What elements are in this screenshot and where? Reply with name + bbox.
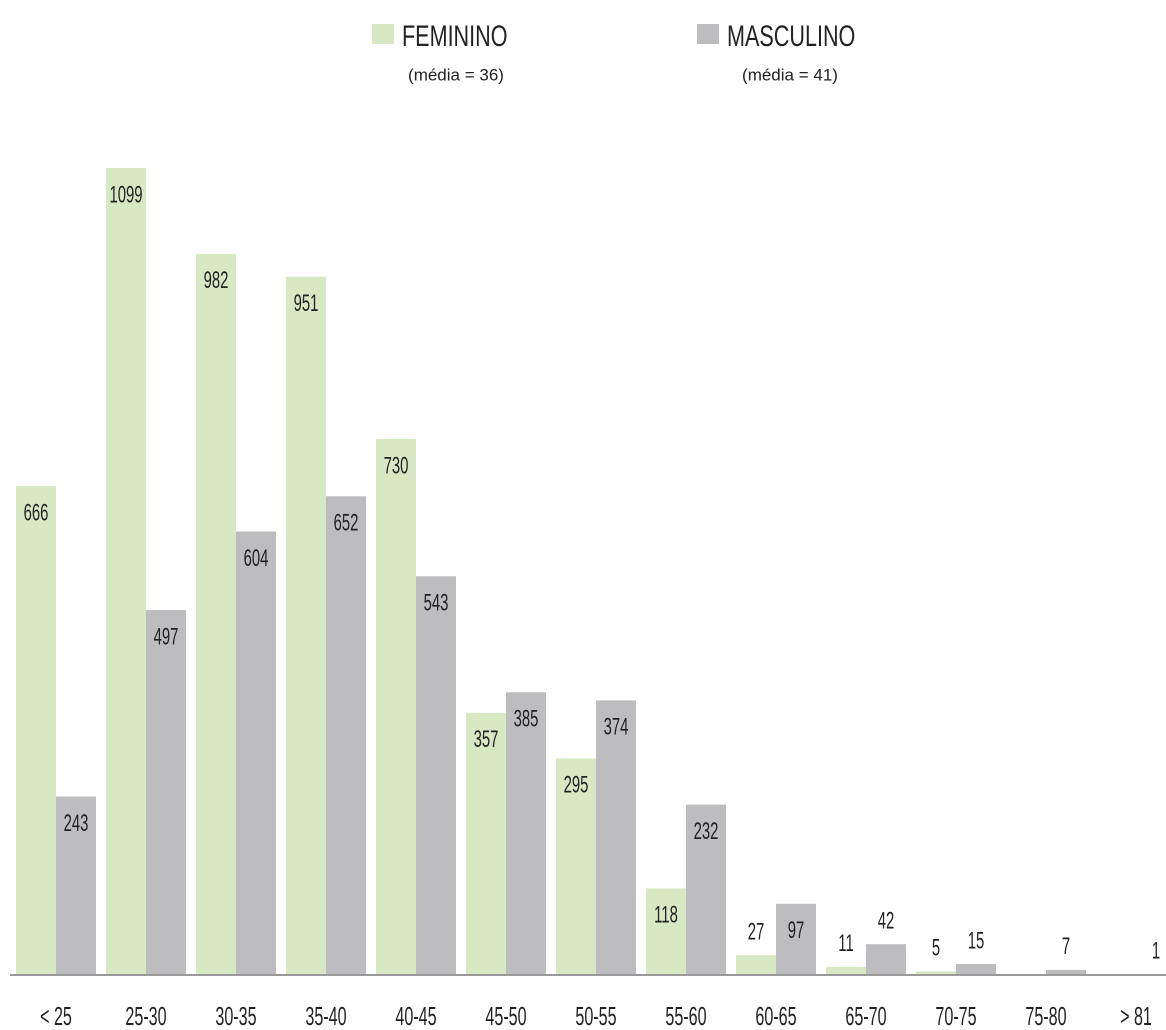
legend-note: (média = 36) <box>408 65 504 84</box>
value-label: 951 <box>294 291 319 317</box>
value-label: 357 <box>474 727 499 753</box>
value-label: 666 <box>24 500 49 526</box>
bar <box>146 610 186 975</box>
x-tick-label: 50-55 <box>575 1001 616 1030</box>
value-label: 652 <box>334 510 359 536</box>
value-label: 374 <box>604 714 629 740</box>
bar <box>286 276 326 975</box>
value-label: 11 <box>838 931 853 957</box>
bar <box>16 485 56 975</box>
value-label: 42 <box>878 908 895 934</box>
value-label: 7 <box>1062 934 1070 960</box>
bar <box>956 963 996 975</box>
bar <box>916 971 956 975</box>
x-tick-label: 35-40 <box>305 1001 346 1030</box>
bar <box>106 168 146 975</box>
value-label: 385 <box>514 706 539 732</box>
value-label: 982 <box>204 268 229 294</box>
bar <box>1046 969 1086 975</box>
value-label: 1 <box>1152 938 1160 964</box>
value-label: 118 <box>654 902 678 928</box>
value-label: 543 <box>424 590 449 616</box>
legend-swatch <box>697 24 719 44</box>
x-tick-label: 25-30 <box>125 1001 166 1030</box>
bar <box>596 700 636 975</box>
legend-note: (média = 41) <box>742 65 838 84</box>
x-tick-label: < 25 <box>40 1001 72 1030</box>
value-label: 232 <box>694 819 719 845</box>
value-label: 243 <box>64 810 89 836</box>
x-tick-label: 30-35 <box>215 1001 256 1030</box>
bar <box>236 531 276 975</box>
x-tick-label: 55-60 <box>665 1001 706 1030</box>
value-label: 604 <box>244 545 269 571</box>
x-tick-label: > 81 <box>1120 1001 1152 1030</box>
value-label: 730 <box>384 453 409 479</box>
bar <box>326 496 366 975</box>
bar <box>196 253 236 975</box>
bar <box>866 944 906 975</box>
bar <box>376 438 416 975</box>
legend-label: MASCULINO <box>727 18 855 52</box>
value-label: 27 <box>748 919 765 945</box>
bar <box>466 712 506 975</box>
x-tick-label: 75-80 <box>1025 1001 1066 1030</box>
bar <box>506 692 546 975</box>
value-label: 97 <box>788 918 805 944</box>
bar <box>776 903 816 975</box>
value-label: 15 <box>968 928 985 954</box>
legend-swatch <box>372 24 394 44</box>
bar <box>556 758 596 975</box>
x-tick-label: 45-50 <box>485 1001 526 1030</box>
x-tick-label: 40-45 <box>395 1001 436 1030</box>
bar <box>56 796 96 975</box>
value-label: 497 <box>154 624 179 650</box>
value-label: 295 <box>564 772 589 798</box>
bar <box>686 804 726 975</box>
x-tick-label: 65-70 <box>845 1001 886 1030</box>
x-tick-label: 60-65 <box>755 1001 796 1030</box>
value-label: 5 <box>932 935 940 961</box>
bar <box>736 955 776 975</box>
bar <box>826 966 866 975</box>
bar <box>416 576 456 975</box>
value-label: 1099 <box>109 182 142 208</box>
legend-label: FEMININO <box>402 18 508 52</box>
x-tick-label: 70-75 <box>935 1001 976 1030</box>
bar <box>646 888 686 975</box>
